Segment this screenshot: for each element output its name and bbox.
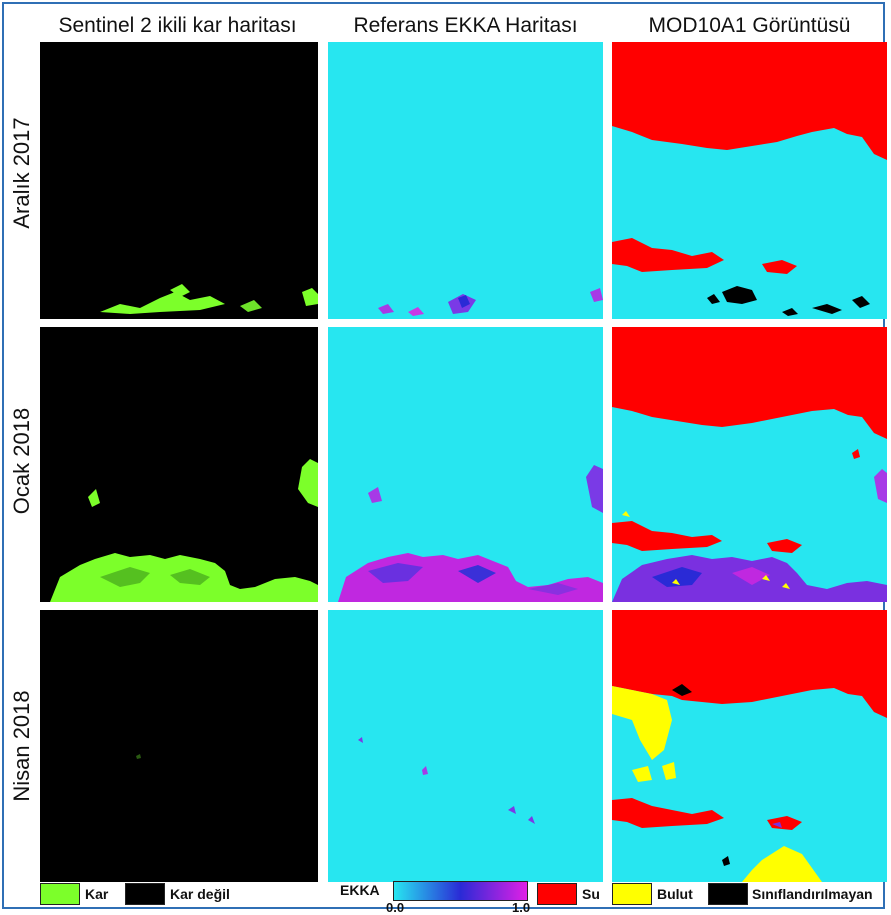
- legend-swatch-unclassified: [708, 883, 748, 905]
- legend-ekka-colorbar: [393, 881, 528, 901]
- legend-swatch-water: [537, 883, 577, 905]
- column-title-reference: Referans EKKA Haritası: [353, 14, 578, 37]
- row-label-ocak-2018: Ocak 2018: [9, 407, 34, 515]
- panel-reference-nisan-2018: [328, 610, 603, 882]
- panel-modis-ocak-2018: [612, 327, 887, 602]
- row-label-aralik-2017: Aralık 2017: [9, 117, 34, 229]
- panel-sentinel-ocak-2018: [40, 327, 318, 602]
- legend-label-ekka: EKKA: [340, 882, 380, 898]
- legend-ekka-min: 0.0: [386, 900, 405, 915]
- legend-ekka-max: 1.0: [512, 900, 531, 915]
- panel-sentinel-nisan-2018: [40, 610, 318, 882]
- panel-sentinel-aralik-2017: [40, 42, 318, 319]
- panel-modis-nisan-2018: [612, 610, 887, 882]
- legend-swatch-snow: [40, 883, 80, 905]
- column-title-modis: MOD10A1 Görüntüsü: [648, 14, 851, 37]
- legend-swatch-cloud: [612, 883, 652, 905]
- column-title-sentinel: Sentinel 2 ikili kar haritası: [58, 14, 297, 37]
- legend-label-cloud: Bulut: [657, 886, 693, 902]
- legend-label-not-snow: Kar değil: [170, 886, 230, 902]
- row-label-nisan-2018: Nisan 2018: [9, 690, 34, 802]
- panel-reference-aralik-2017: [328, 42, 603, 319]
- legend-label-snow: Kar: [85, 886, 109, 902]
- legend-label-water: Su: [582, 886, 600, 902]
- legend-swatch-not-snow: [125, 883, 165, 905]
- panel-modis-aralik-2017: [612, 42, 887, 319]
- panel-reference-ocak-2018: [328, 327, 603, 602]
- legend-label-unclassified: Sınıflandırılmayan: [752, 886, 873, 902]
